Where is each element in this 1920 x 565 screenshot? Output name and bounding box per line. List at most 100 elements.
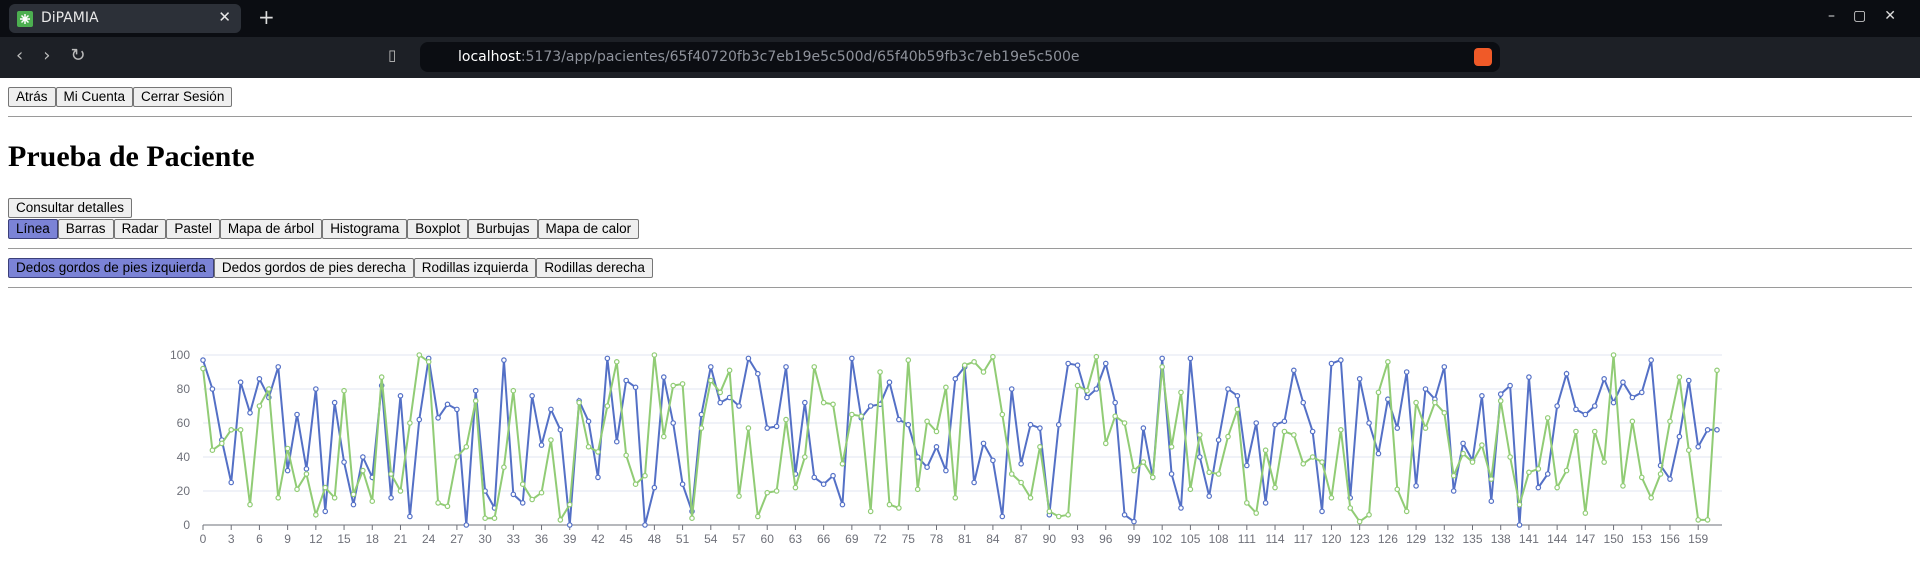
y-tick-label: 20 — [177, 484, 191, 498]
point — [360, 454, 366, 460]
point — [651, 484, 658, 491]
point — [820, 481, 827, 488]
point — [1629, 418, 1636, 425]
button[interactable]: Rodillas izquierda — [413, 258, 537, 278]
point — [1648, 357, 1654, 363]
point — [830, 472, 836, 479]
bookmark[interactable]: ▯ — [388, 46, 397, 64]
point — [256, 403, 263, 409]
x-tick-label: 33 — [507, 532, 521, 546]
point — [237, 379, 244, 386]
button[interactable]: Barras — [57, 219, 114, 239]
button[interactable]: Dedos gordos de pies izquierda — [8, 258, 214, 278]
point — [679, 381, 686, 387]
nav-row: Atrás Mi Cuenta Cerrar Sesión — [8, 87, 233, 107]
point — [1479, 442, 1485, 448]
point — [341, 387, 347, 394]
point — [1497, 391, 1504, 397]
point — [660, 374, 667, 380]
point — [755, 513, 761, 520]
point — [1291, 432, 1297, 438]
point — [1037, 444, 1043, 450]
button[interactable]: Pastel — [166, 219, 220, 239]
x-tick-label: 159 — [1688, 532, 1708, 546]
point — [708, 364, 714, 370]
url-host: localhost — [458, 49, 521, 65]
window-controls[interactable]: –▢✕ — [1828, 8, 1914, 24]
x-tick-label: 9 — [284, 532, 291, 546]
point — [1046, 508, 1053, 515]
button[interactable]: Rodillas derecha — [536, 258, 653, 278]
button[interactable]: Histograma — [322, 219, 408, 239]
point — [1469, 459, 1476, 465]
button[interactable]: Boxplot — [407, 219, 469, 239]
point — [237, 427, 244, 433]
point — [1610, 352, 1617, 358]
point — [1215, 437, 1222, 443]
point — [1610, 399, 1617, 406]
point — [660, 433, 667, 440]
point — [1714, 427, 1720, 433]
point — [1695, 517, 1701, 523]
point — [1149, 474, 1156, 481]
button[interactable]: Radar — [113, 219, 167, 239]
nav-arrows[interactable]: ‹›↻ — [16, 45, 106, 66]
point — [1488, 476, 1495, 482]
point — [1140, 425, 1147, 431]
point — [407, 513, 413, 520]
point — [510, 387, 517, 394]
button[interactable]: Burbujas — [468, 219, 538, 239]
x-tick-label: 90 — [1043, 532, 1057, 546]
point — [1178, 505, 1184, 511]
point — [980, 369, 987, 375]
point — [303, 471, 310, 477]
x-tick-label: 51 — [676, 532, 690, 546]
point — [1055, 513, 1062, 520]
tab-close[interactable]: ✕ — [218, 8, 231, 26]
point — [1450, 472, 1457, 479]
point — [519, 500, 526, 506]
point — [1008, 471, 1015, 477]
point — [444, 503, 451, 510]
point — [990, 457, 996, 464]
point — [1008, 386, 1015, 392]
point — [971, 479, 977, 486]
point — [247, 410, 253, 416]
button[interactable]: Mapa de árbol — [219, 219, 323, 239]
point — [1084, 394, 1090, 401]
point — [275, 364, 282, 370]
point — [219, 440, 225, 447]
details-button[interactable]: Consultar detalles — [8, 198, 133, 218]
button[interactable]: Dedos gordos de pies derecha — [213, 258, 414, 278]
point — [557, 517, 564, 523]
point — [407, 420, 413, 426]
point — [933, 444, 940, 450]
point — [1385, 396, 1391, 403]
new-tab[interactable]: + — [258, 5, 275, 29]
point — [745, 355, 752, 362]
point — [1573, 406, 1579, 413]
button[interactable]: Mi Cuenta — [55, 87, 134, 107]
tab[interactable]: DiPAMIA ✕ — [9, 4, 241, 33]
button[interactable]: Línea — [8, 219, 58, 239]
point — [595, 474, 601, 481]
point — [1554, 403, 1560, 409]
brave-icon[interactable] — [1474, 48, 1492, 66]
point — [764, 425, 771, 431]
point — [1168, 444, 1175, 450]
url-bar[interactable]: localhost:5173/app/pacientes/65f40720fb3… — [420, 42, 1500, 72]
point — [933, 428, 940, 435]
point — [1074, 382, 1081, 389]
point — [1328, 495, 1335, 501]
button[interactable]: Atrás — [8, 87, 56, 107]
x-tick-label: 81 — [958, 532, 972, 546]
point — [896, 505, 902, 511]
button[interactable]: Cerrar Sesión — [133, 87, 233, 107]
point — [1403, 508, 1410, 515]
point — [435, 500, 441, 506]
point — [416, 416, 423, 423]
point — [849, 411, 855, 418]
point — [1065, 360, 1071, 367]
button[interactable]: Mapa de calor — [537, 219, 640, 239]
